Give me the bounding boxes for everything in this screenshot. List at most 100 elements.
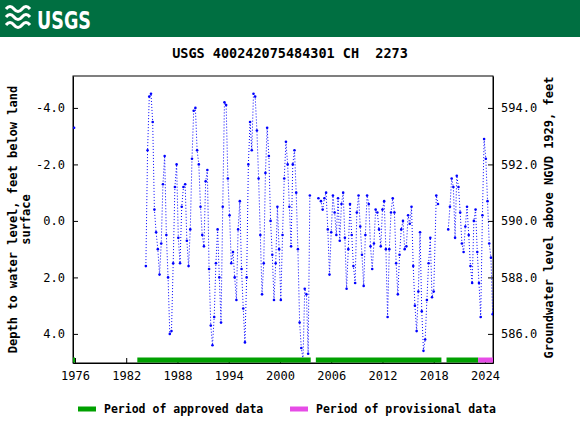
water-level-point [485,157,488,160]
water-level-point [359,225,362,228]
tick: 2.0 [43,271,78,285]
tick-label: 2024 [471,369,500,383]
water-level-point [321,208,324,211]
water-level-point [356,211,359,214]
water-level-point [393,211,396,214]
water-level-point [215,262,218,265]
logo-wave [6,7,30,12]
water-level-point [232,251,235,254]
chart-svg: USGS USGS 400242075484301 CH 2273 1976 1982… [0,0,580,430]
water-level-point [295,191,298,194]
water-level-point [347,248,350,251]
chart-title: USGS 400242075484301 CH 2273 [172,45,408,61]
tick: 590.0 [488,214,537,228]
water-level-point [457,186,460,189]
tick: -4.0 [36,101,78,115]
water-level-point [335,234,338,237]
water-level-point [317,197,320,200]
period-bar [137,358,310,363]
y-axis: -4.0-2.00.02.04.0 [36,77,78,364]
tick-mark [488,277,493,278]
water-level-point [239,200,242,203]
tick-label: 1982 [112,369,141,383]
water-level-point [390,211,393,214]
tick-mark [73,108,78,109]
tick-label: 2.0 [43,271,65,285]
water-level-point [286,163,289,166]
water-level-point [369,245,372,248]
water-level-point [199,205,202,208]
tick-mark [488,334,493,335]
water-level-point [189,228,192,231]
period-bar [478,358,493,363]
tick-mark [75,358,76,363]
water-level-point [209,324,212,327]
water-level-point [426,299,429,302]
water-level-point [447,228,450,231]
tick-mark [73,334,78,335]
water-level-point [395,262,398,265]
water-level-point [320,200,323,203]
water-level-point [208,268,211,271]
water-level-point [262,262,265,265]
legend-label: Period of approved data [104,402,263,416]
water-level-point [240,268,243,271]
water-level-point [155,231,158,234]
tick-label: 2000 [266,369,295,383]
water-level-point [186,239,189,242]
y2-axis-title: Groundwater level above NGVD 1929, feet [542,77,556,359]
x-axis: 197619821988199420002006201220182024 [61,358,500,383]
water-level-point [412,265,415,268]
tick: 1976 [61,358,90,383]
water-level-point [244,341,247,344]
water-level-point [488,242,491,245]
tick-label: 590.0 [501,214,537,228]
water-level-point [233,276,236,279]
y-axis-title: Depth to water level, feet below land [6,86,20,353]
water-level-point [374,208,377,211]
water-level-point [268,155,271,158]
water-level-point [337,197,340,200]
water-level-point [429,237,432,240]
water-level-point [491,313,493,316]
water-level-line [74,94,493,360]
water-level-point [373,242,376,245]
tick-label: 0.0 [43,214,65,228]
water-level-point [483,138,486,141]
water-level-point [182,186,185,189]
water-level-point [464,225,467,228]
water-level-point [266,126,269,129]
water-level-point [167,276,170,279]
water-level-point [481,214,484,217]
water-level-point [417,290,420,293]
water-level-point [300,347,303,350]
water-level-point [435,194,438,197]
water-level-point [278,248,281,251]
water-level-point [293,149,296,152]
water-level-point [250,149,253,152]
period-bar [73,358,75,363]
logo-text: USGS [37,6,91,35]
water-level-point [391,197,394,200]
water-level-point [459,211,462,214]
water-level-point [235,299,238,302]
tick: 586.0 [488,327,537,341]
water-level-point [473,220,476,223]
water-level-point [175,163,178,166]
tick-mark [488,164,493,165]
water-level-point [437,203,440,206]
tick-label: 586.0 [501,327,537,341]
water-level-point [203,245,206,248]
water-level-point [381,208,384,211]
water-level-point [196,149,199,152]
period-bar [316,358,442,363]
water-level-point [407,214,410,217]
tick-mark [126,358,127,363]
water-level-point [368,203,371,206]
tick: 588.0 [488,271,537,285]
water-level-point [194,107,197,110]
water-level-point [204,180,207,183]
water-level-point [271,254,274,257]
water-level-point [283,177,286,180]
water-level-point [281,234,284,237]
